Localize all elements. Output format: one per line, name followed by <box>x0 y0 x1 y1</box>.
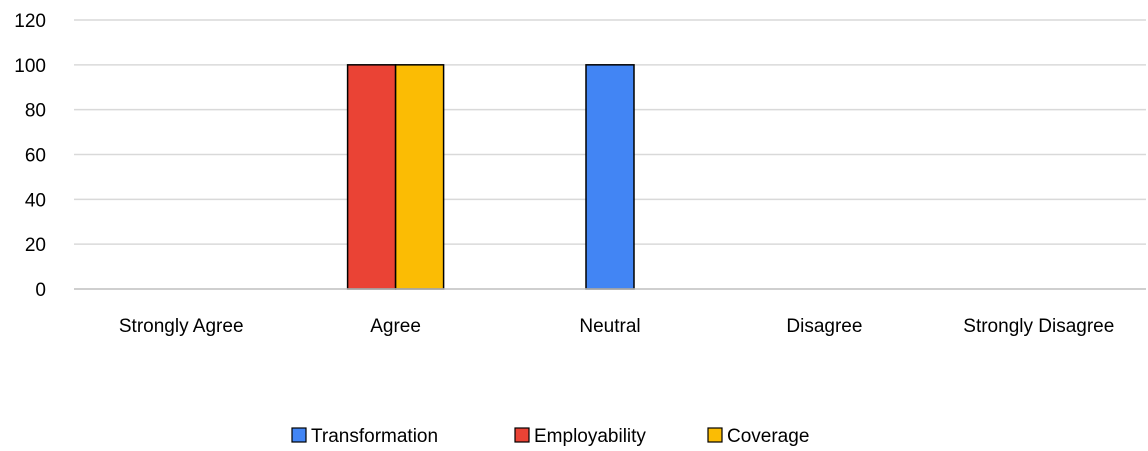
legend-item-employability: Employability <box>514 426 646 447</box>
legend-swatch <box>514 427 530 443</box>
legend-item-coverage: Coverage <box>707 426 809 447</box>
category-labels: Strongly Agree Agree Neutral Disagree Strong… <box>119 316 1114 337</box>
legend-swatch <box>291 427 307 443</box>
y-tick-label: 80 <box>25 101 46 122</box>
bar-coverage-agree <box>394 64 445 290</box>
y-tick-label: 60 <box>25 146 46 167</box>
y-tick-label: 100 <box>14 56 46 77</box>
legend-label: Transformation <box>311 426 438 447</box>
y-tick-label: 20 <box>25 235 46 256</box>
bar-employability-agree <box>346 64 397 290</box>
legend: Transformation Employability Coverage <box>291 426 809 447</box>
legend-label: Coverage <box>727 426 809 447</box>
category-label: Disagree <box>786 316 862 337</box>
bar-transformation-neutral <box>585 64 635 290</box>
y-tick-label: 0 <box>35 280 46 301</box>
category-label: Agree <box>370 316 421 337</box>
category-label: Strongly Agree <box>119 316 244 337</box>
category-label: Strongly Disagree <box>963 316 1114 337</box>
y-tick-label: 40 <box>25 190 46 211</box>
legend-label: Employability <box>534 426 646 447</box>
y-tick-label: 120 <box>14 11 46 32</box>
category-label: Neutral <box>579 316 640 337</box>
legend-swatch <box>707 427 723 443</box>
y-tick-labels: 0 20 40 60 80 100 120 <box>14 11 46 301</box>
bars <box>346 64 635 290</box>
legend-item-transformation: Transformation <box>291 426 438 447</box>
